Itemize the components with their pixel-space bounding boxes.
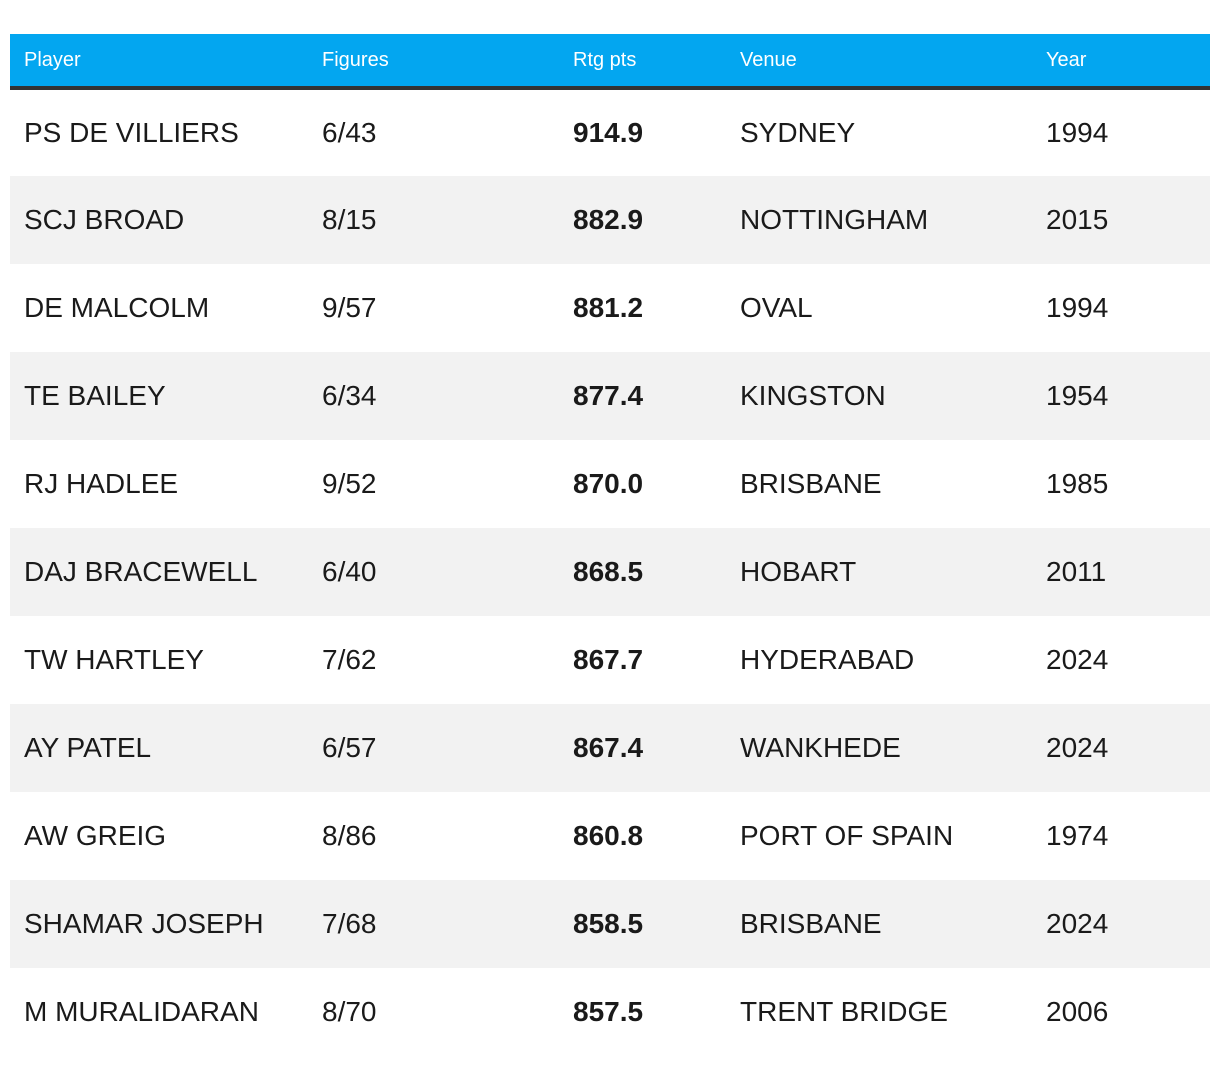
cell-year: 2024 (1046, 644, 1109, 675)
table-row: AW GREIG 8/86 860.8 PORT OF SPAIN 1974 (10, 792, 1210, 880)
cell-year: 2015 (1046, 204, 1109, 235)
table-row: TW HARTLEY 7/62 867.7 HYDERABAD 2024 (10, 616, 1210, 704)
cell-venue: WANKHEDE (740, 732, 901, 763)
cell-venue: TRENT BRIDGE (740, 996, 948, 1027)
cell-venue: KINGSTON (740, 380, 886, 411)
column-header-venue: Venue (726, 34, 1032, 88)
table-row: DAJ BRACEWELL 6/40 868.5 HOBART 2011 (10, 528, 1210, 616)
cell-rtg-pts: 881.2 (573, 292, 644, 323)
cell-year: 1974 (1046, 820, 1109, 851)
cell-player: AY PATEL (24, 732, 152, 763)
cell-year: 1994 (1046, 292, 1109, 323)
cell-year: 2006 (1046, 996, 1109, 1027)
cell-rtg-pts: 914.9 (573, 117, 644, 148)
cell-figures: 8/15 (322, 204, 377, 235)
cell-venue: NOTTINGHAM (740, 204, 929, 235)
cell-figures: 6/40 (322, 556, 377, 587)
table-row: DE MALCOLM 9/57 881.2 OVAL 1994 (10, 264, 1210, 352)
cell-figures: 8/70 (322, 996, 377, 1027)
cell-venue: BRISBANE (740, 908, 882, 939)
ratings-table-container: Player Figures Rtg pts Venue Year PS DE … (10, 34, 1210, 1056)
cell-venue: OVAL (740, 292, 813, 323)
table-row: TE BAILEY 6/34 877.4 KINGSTON 1954 (10, 352, 1210, 440)
cell-player: RJ HADLEE (24, 468, 179, 499)
cell-player: SHAMAR JOSEPH (24, 908, 264, 939)
cell-venue: HYDERABAD (740, 644, 915, 675)
table-body: PS DE VILLIERS 6/43 914.9 SYDNEY 1994 SCJ BRO… (10, 88, 1210, 1056)
table-row: PS DE VILLIERS 6/43 914.9 SYDNEY 1994 (10, 88, 1210, 176)
column-header-figures: Figures (308, 34, 559, 88)
cell-year: 1954 (1046, 380, 1109, 411)
cell-player: DE MALCOLM (24, 292, 210, 323)
cell-player: TE BAILEY (24, 380, 166, 411)
cell-year: 1994 (1046, 117, 1109, 148)
cell-year: 1985 (1046, 468, 1109, 499)
table-row: AY PATEL 6/57 867.4 WANKHEDE 2024 (10, 704, 1210, 792)
cell-player: PS DE VILLIERS (24, 117, 239, 148)
cell-rtg-pts: 857.5 (573, 996, 644, 1027)
cell-figures: 9/52 (322, 468, 377, 499)
cell-figures: 8/86 (322, 820, 377, 851)
cell-figures: 9/57 (322, 292, 377, 323)
cell-rtg-pts: 870.0 (573, 468, 644, 499)
cell-player: SCJ BROAD (24, 204, 185, 235)
cell-figures: 6/34 (322, 380, 377, 411)
cell-rtg-pts: 877.4 (573, 380, 644, 411)
column-header-rtg-pts: Rtg pts (559, 34, 726, 88)
cell-figures: 7/68 (322, 908, 377, 939)
column-header-year: Year (1032, 34, 1210, 88)
cell-venue: SYDNEY (740, 117, 856, 148)
column-header-player: Player (10, 34, 308, 88)
cell-rtg-pts: 858.5 (573, 908, 644, 939)
cell-figures: 6/43 (322, 117, 377, 148)
cell-year: 2024 (1046, 732, 1109, 763)
cell-rtg-pts: 867.7 (573, 644, 644, 675)
cell-year: 2011 (1046, 556, 1107, 587)
cell-player: M MURALIDARAN (24, 996, 259, 1027)
cell-venue: PORT OF SPAIN (740, 820, 954, 851)
cell-figures: 6/57 (322, 732, 377, 763)
cell-player: AW GREIG (24, 820, 167, 851)
table-row: RJ HADLEE 9/52 870.0 BRISBANE 1985 (10, 440, 1210, 528)
cell-figures: 7/62 (322, 644, 377, 675)
header-row: Player Figures Rtg pts Venue Year (10, 34, 1210, 88)
table-row: SCJ BROAD 8/15 882.9 NOTTINGHAM 2015 (10, 176, 1210, 264)
cell-player: DAJ BRACEWELL (24, 556, 258, 587)
cell-venue: HOBART (740, 556, 857, 587)
cell-player: TW HARTLEY (24, 644, 204, 675)
cell-rtg-pts: 868.5 (573, 556, 644, 587)
cell-venue: BRISBANE (740, 468, 882, 499)
table-header: Player Figures Rtg pts Venue Year (10, 34, 1210, 88)
cell-rtg-pts: 860.8 (573, 820, 644, 851)
table-row: M MURALIDARAN 8/70 857.5 TRENT BRIDGE 2006 (10, 968, 1210, 1056)
bowling-ratings-table: Player Figures Rtg pts Venue Year PS DE … (10, 34, 1210, 1056)
cell-year: 2024 (1046, 908, 1109, 939)
cell-rtg-pts: 882.9 (573, 204, 644, 235)
cell-rtg-pts: 867.4 (573, 732, 644, 763)
table-row: SHAMAR JOSEPH 7/68 858.5 BRISBANE 2024 (10, 880, 1210, 968)
